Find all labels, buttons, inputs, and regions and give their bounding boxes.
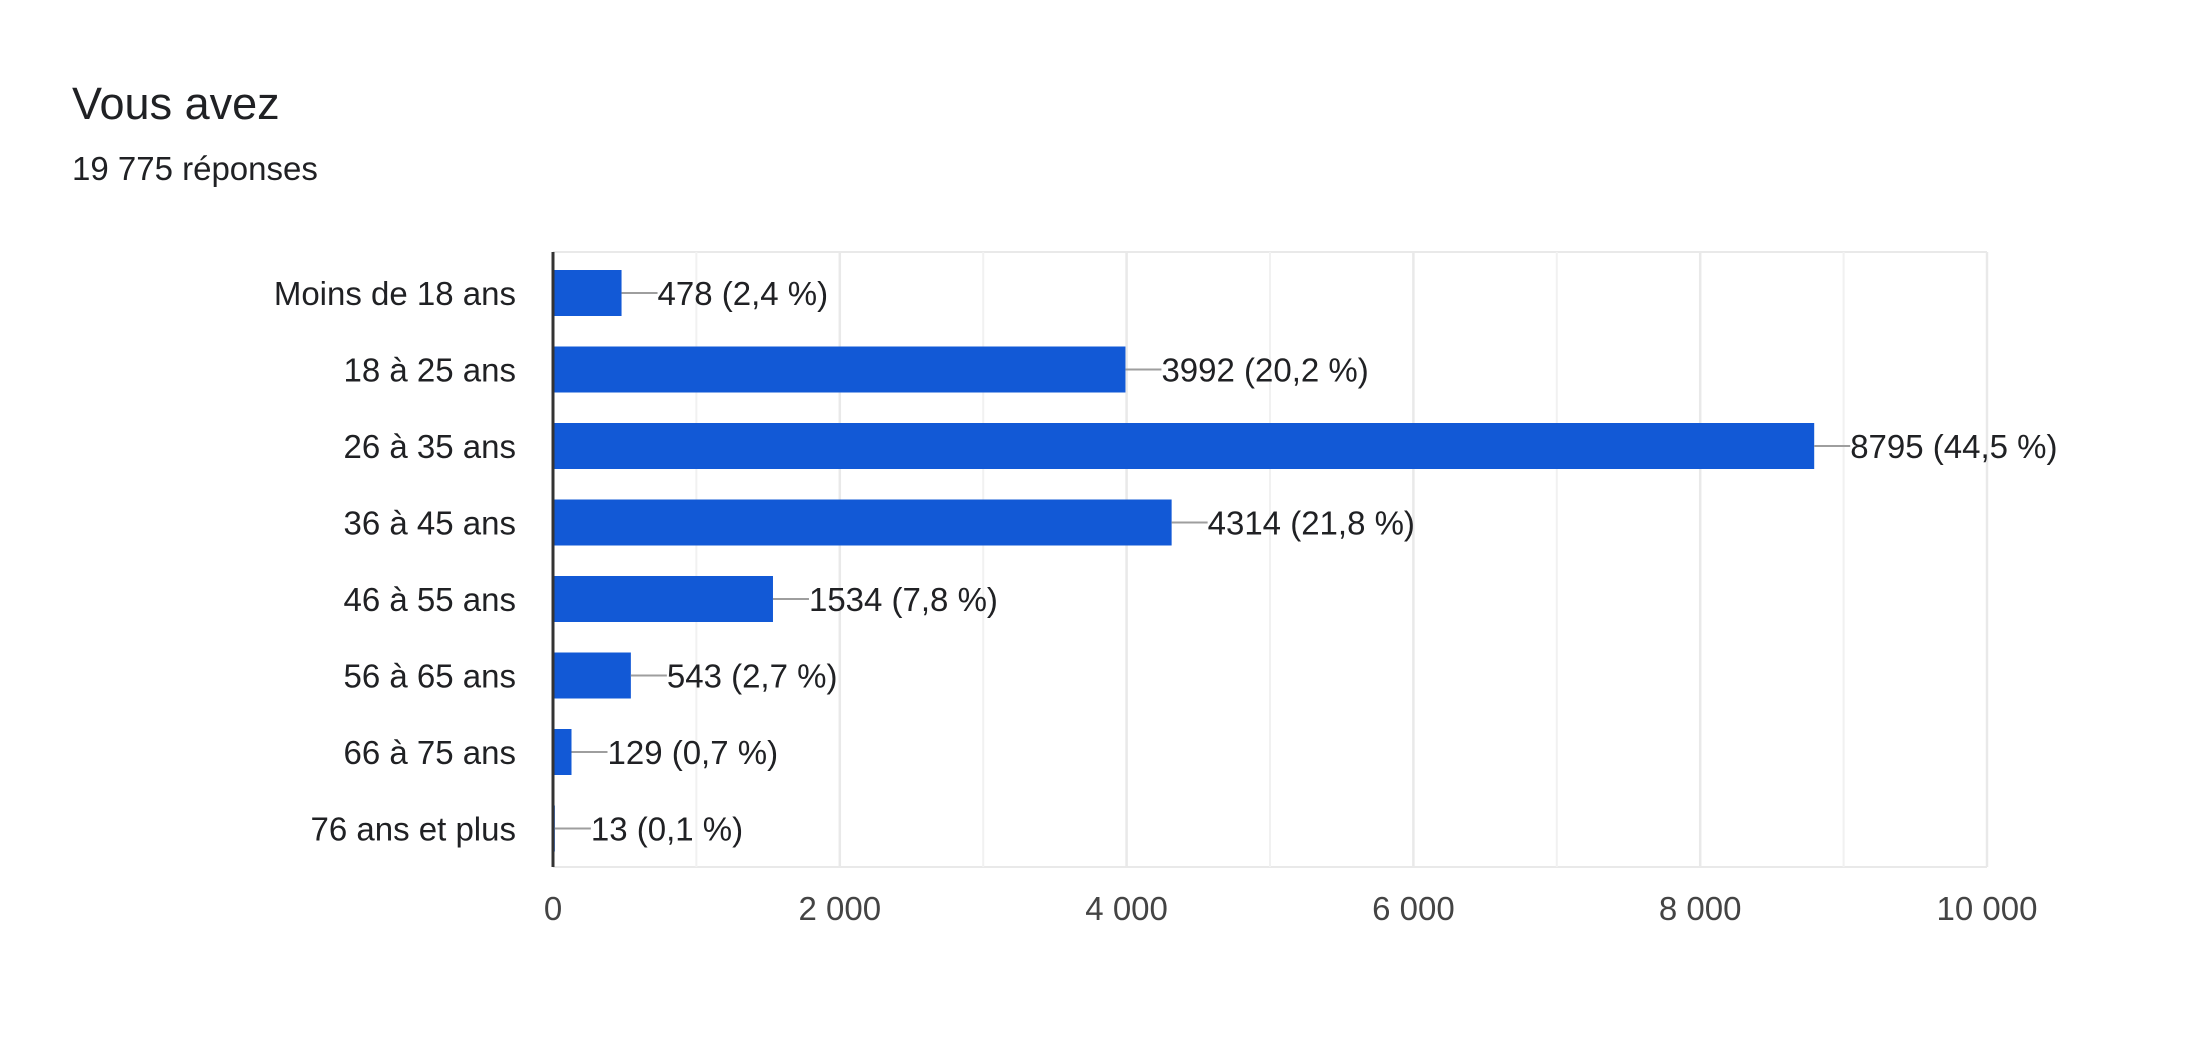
category-label: 26 à 35 ans — [344, 428, 516, 465]
data-label: 3992 (20,2 %) — [1161, 352, 1368, 389]
bar — [553, 653, 631, 699]
bar — [553, 423, 1814, 469]
data-label: 543 (2,7 %) — [667, 658, 838, 695]
x-tick-label: 8 000 — [1659, 890, 1742, 927]
category-label: 46 à 55 ans — [344, 581, 516, 618]
category-label: 18 à 25 ans — [344, 352, 516, 389]
bar — [553, 729, 571, 775]
x-tick-label: 10 000 — [1937, 890, 2038, 927]
data-label: 8795 (44,5 %) — [1850, 428, 2057, 465]
category-label: Moins de 18 ans — [274, 275, 516, 312]
data-label: 478 (2,4 %) — [658, 275, 829, 312]
bar — [553, 347, 1125, 393]
x-tick-label: 0 — [544, 890, 562, 927]
grid-layer — [553, 252, 1987, 867]
x-tick-label: 2 000 — [799, 890, 882, 927]
x-tick-label: 4 000 — [1085, 890, 1168, 927]
data-label: 13 (0,1 %) — [591, 811, 743, 848]
label-layer: Moins de 18 ans 478 (2,4 %) 18 à 25 ans 399… — [274, 275, 2058, 848]
data-label: 129 (0,7 %) — [607, 734, 778, 771]
bar — [553, 576, 773, 622]
bar — [553, 270, 622, 316]
category-label: 56 à 65 ans — [344, 658, 516, 695]
bar — [553, 500, 1172, 546]
x-tick-label: 6 000 — [1372, 890, 1455, 927]
data-label: 1534 (7,8 %) — [809, 581, 998, 618]
data-label: 4314 (21,8 %) — [1208, 505, 1415, 542]
category-label: 66 à 75 ans — [344, 734, 516, 771]
category-label: 36 à 45 ans — [344, 505, 516, 542]
category-label: 76 ans et plus — [311, 811, 516, 848]
